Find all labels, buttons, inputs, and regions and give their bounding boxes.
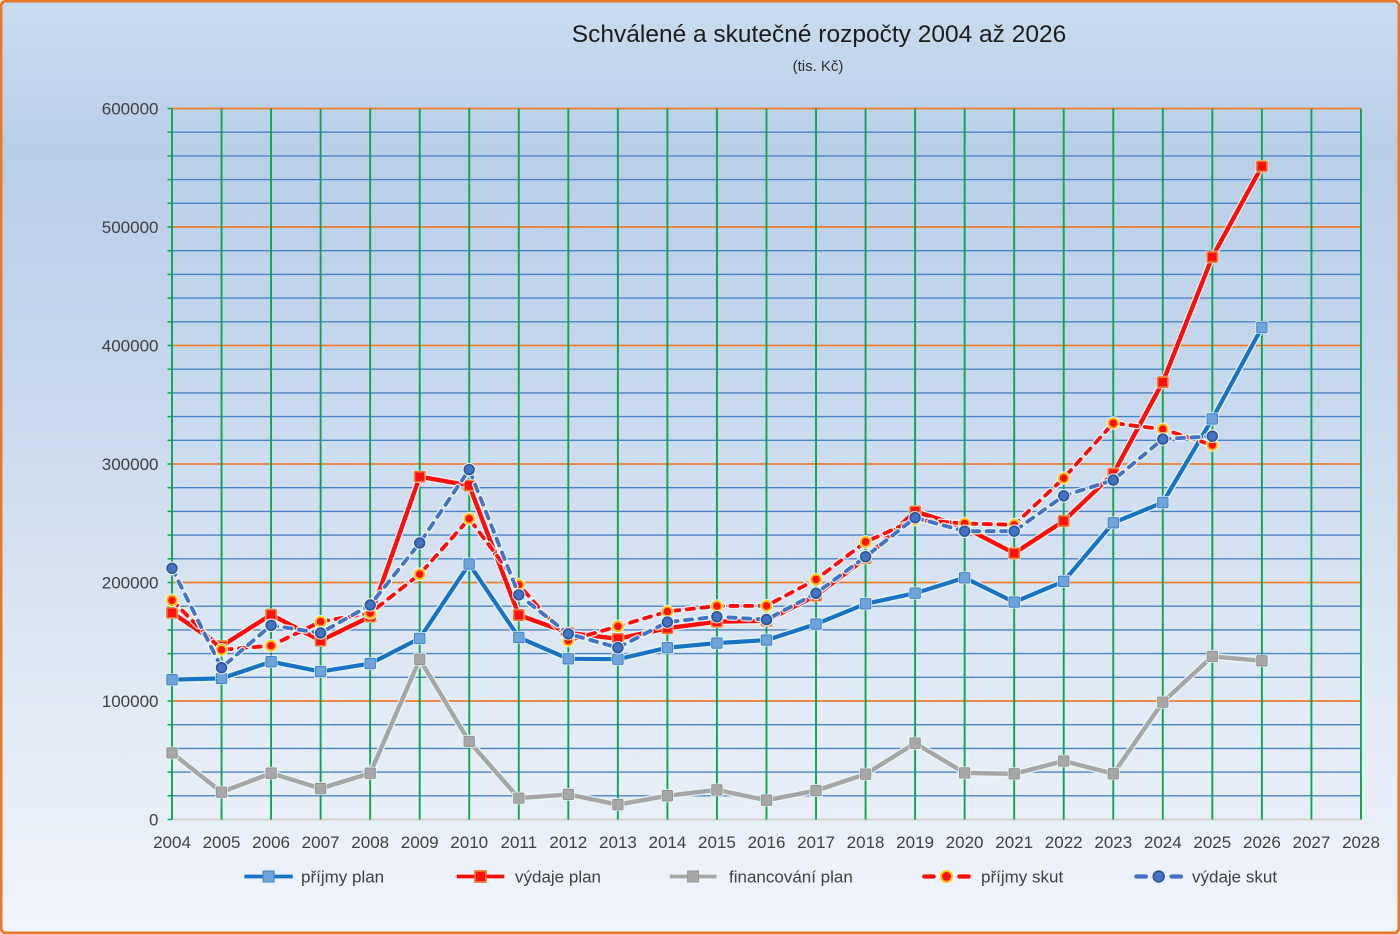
svg-text:2024: 2024	[1144, 833, 1182, 852]
svg-text:2011: 2011	[501, 833, 538, 852]
svg-text:100000: 100000	[102, 692, 159, 711]
svg-text:2016: 2016	[748, 833, 786, 852]
svg-text:2026: 2026	[1243, 833, 1281, 852]
svg-text:2018: 2018	[847, 833, 885, 852]
svg-text:200000: 200000	[102, 574, 159, 593]
svg-text:2019: 2019	[896, 833, 934, 852]
svg-text:(tis. Kč): (tis. Kč)	[793, 58, 844, 75]
svg-text:2007: 2007	[302, 833, 340, 852]
svg-text:2027: 2027	[1292, 833, 1330, 852]
svg-text:300000: 300000	[102, 455, 159, 474]
svg-text:2010: 2010	[450, 833, 488, 852]
svg-text:2015: 2015	[698, 833, 736, 852]
svg-text:2017: 2017	[797, 833, 835, 852]
svg-text:2021: 2021	[995, 833, 1033, 852]
svg-text:500000: 500000	[102, 218, 159, 237]
svg-text:2006: 2006	[252, 833, 290, 852]
svg-text:400000: 400000	[102, 337, 159, 356]
svg-text:2008: 2008	[351, 833, 389, 852]
svg-text:2012: 2012	[549, 833, 587, 852]
svg-text:600000: 600000	[102, 100, 159, 119]
svg-text:2014: 2014	[648, 833, 686, 852]
svg-text:2005: 2005	[203, 833, 241, 852]
svg-text:2023: 2023	[1094, 833, 1132, 852]
svg-text:0: 0	[149, 811, 158, 830]
svg-text:2009: 2009	[401, 833, 439, 852]
svg-text:2013: 2013	[599, 833, 637, 852]
svg-text:2020: 2020	[946, 833, 984, 852]
svg-text:financování plan: financování plan	[729, 868, 853, 887]
svg-text:Schválené a skutečné rozpočty: Schválené a skutečné rozpočty 2004 až 20…	[572, 21, 1066, 48]
svg-text:příjmy skut: příjmy skut	[981, 868, 1063, 887]
svg-text:výdaje plan: výdaje plan	[515, 868, 601, 887]
svg-text:2025: 2025	[1193, 833, 1231, 852]
svg-text:2022: 2022	[1045, 833, 1083, 852]
svg-text:výdaje skut: výdaje skut	[1192, 868, 1277, 887]
svg-text:2004: 2004	[153, 833, 191, 852]
svg-text:2028: 2028	[1342, 833, 1380, 852]
svg-text:příjmy plan: příjmy plan	[301, 868, 384, 887]
